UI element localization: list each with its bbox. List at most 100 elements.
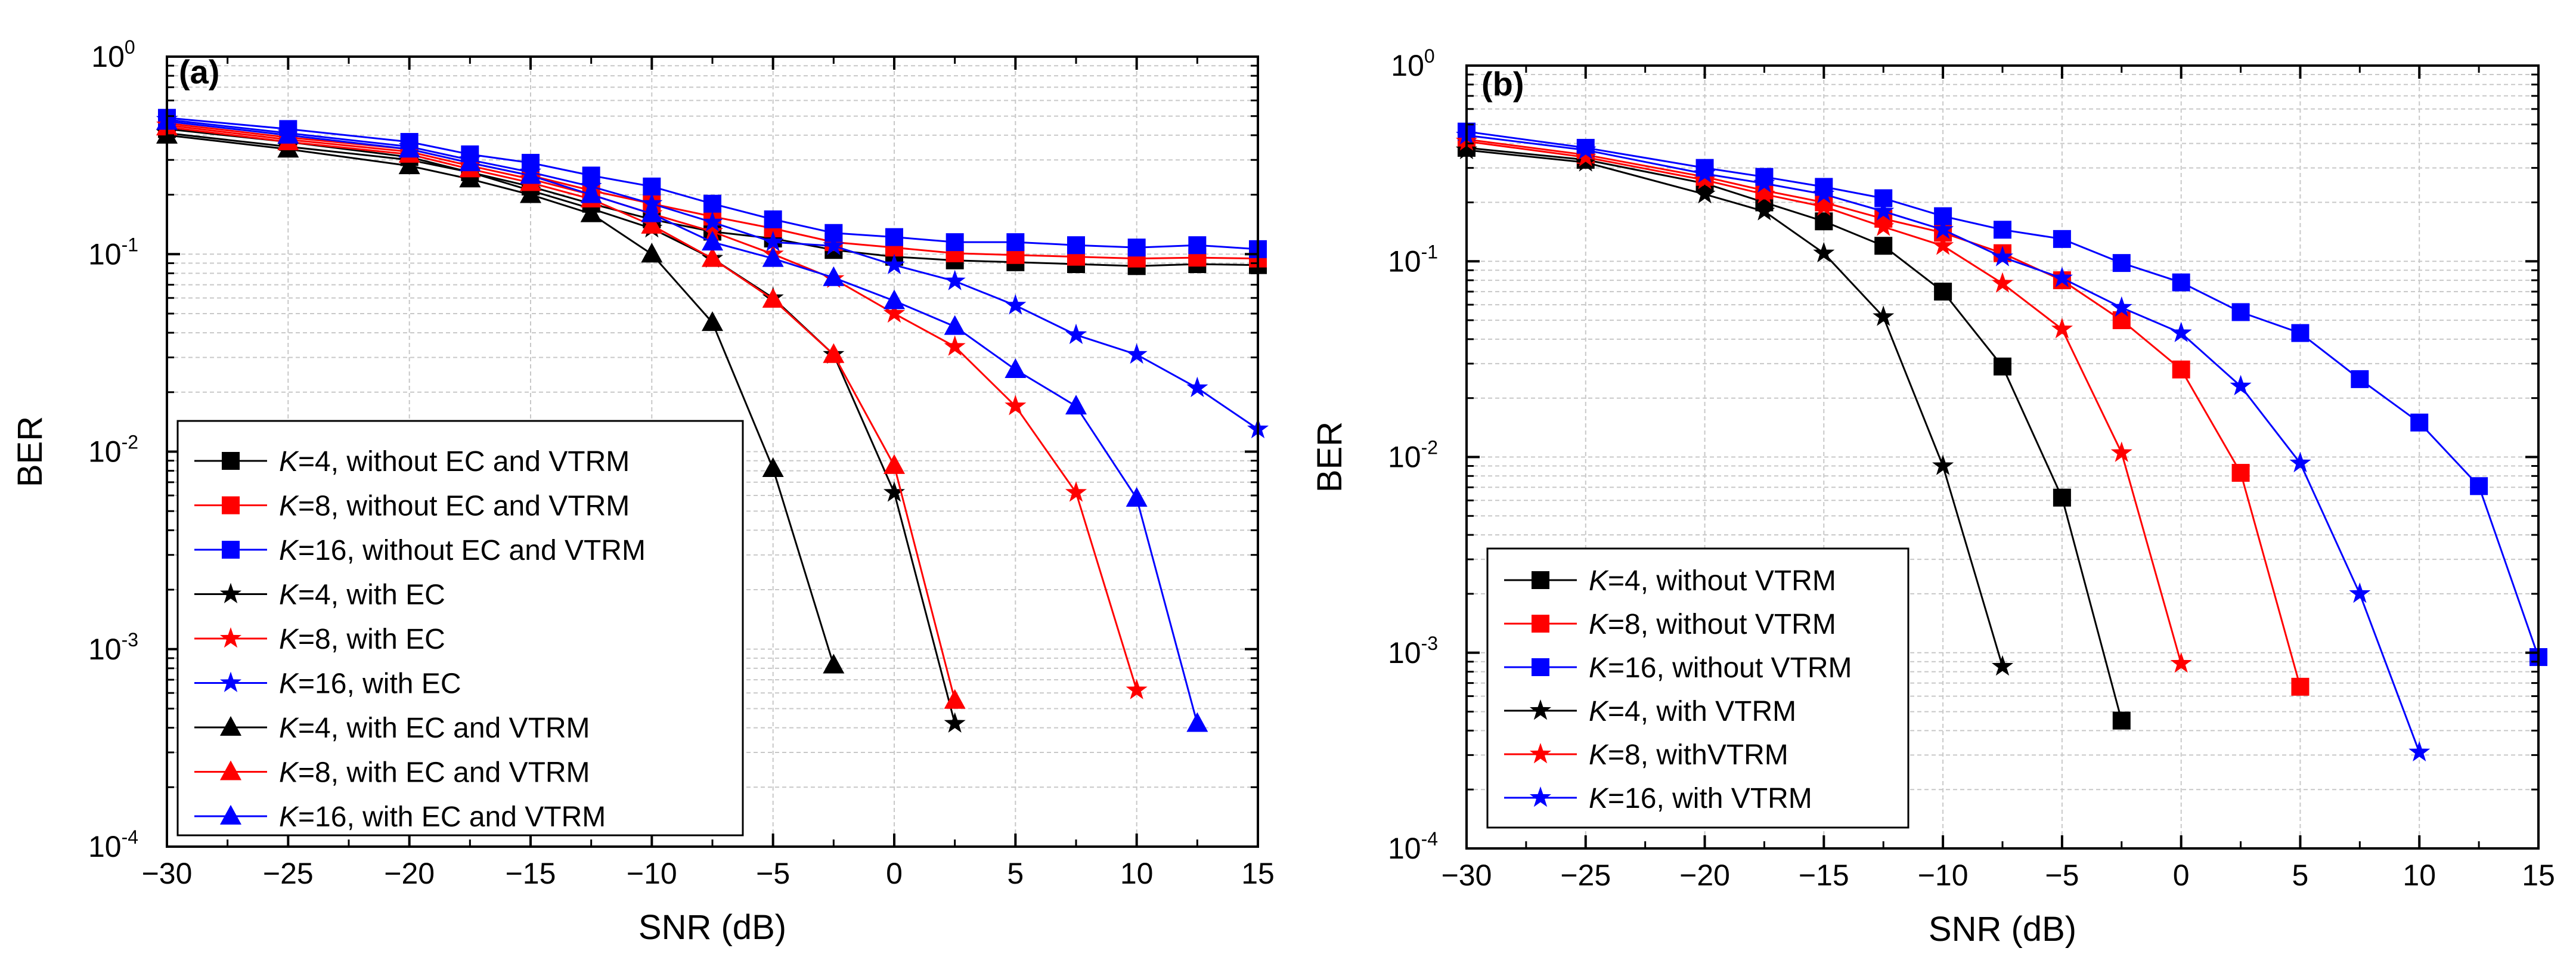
x-tick-label: −25 bbox=[263, 857, 314, 890]
data-point bbox=[1873, 305, 1895, 326]
x-tick-label: −15 bbox=[506, 857, 556, 890]
data-point bbox=[944, 689, 966, 709]
x-tick-label: −10 bbox=[627, 857, 677, 890]
legend-k: K bbox=[279, 491, 299, 522]
data-point bbox=[883, 302, 906, 323]
legend-item: K=16, with EC bbox=[194, 668, 461, 700]
legend-rest: =4, without VTRM bbox=[1608, 565, 1836, 597]
legend-k: K bbox=[1589, 652, 1609, 684]
data-point bbox=[2112, 311, 2131, 330]
legend-item: K=8, without VTRM bbox=[1504, 609, 1836, 640]
data-point bbox=[2110, 441, 2132, 462]
data-point bbox=[641, 202, 663, 222]
x-tick-label: −15 bbox=[1799, 859, 1849, 892]
data-point bbox=[2110, 296, 2132, 317]
y-axis-title: BER bbox=[1310, 422, 1349, 492]
data-point bbox=[764, 210, 782, 228]
data-point bbox=[883, 253, 906, 274]
data-point bbox=[1065, 323, 1087, 345]
legend-label: K=8, with EC and VTRM bbox=[279, 757, 590, 789]
y-tick-base: 10 bbox=[88, 237, 122, 271]
legend-item: K=16, without EC and VTRM bbox=[194, 535, 646, 566]
data-point bbox=[1065, 395, 1087, 415]
y-tick-label: 10-2 bbox=[88, 432, 138, 469]
legend-marker bbox=[1532, 615, 1549, 633]
data-point bbox=[2051, 318, 2073, 339]
legend-k: K bbox=[279, 446, 299, 478]
legend-label: K=8, without EC and VTRM bbox=[279, 491, 630, 522]
legend-k: K bbox=[279, 801, 299, 833]
legend-marker bbox=[222, 452, 240, 470]
x-tick-label: 15 bbox=[2522, 859, 2555, 892]
data-point bbox=[1186, 376, 1208, 398]
y-tick-label: 10-3 bbox=[88, 629, 138, 666]
legend-item: K=16, without VTRM bbox=[1504, 652, 1852, 684]
y-tick-label: 100 bbox=[1391, 45, 1434, 82]
y-tick-label: 10-1 bbox=[88, 234, 138, 271]
legend-rest: =16, with VTRM bbox=[1608, 783, 1812, 814]
x-tick-label: −10 bbox=[1918, 859, 1969, 892]
legend-item: K=4, without VTRM bbox=[1504, 565, 1836, 597]
legend-k: K bbox=[279, 624, 299, 655]
y-tick-label: 100 bbox=[91, 36, 135, 73]
x-tick-label: 0 bbox=[2173, 859, 2190, 892]
data-point bbox=[1932, 218, 1954, 239]
legend-label: K=8, without VTRM bbox=[1589, 609, 1836, 640]
x-tick-label: −30 bbox=[1442, 859, 1492, 892]
data-point bbox=[2289, 451, 2311, 473]
series-line bbox=[166, 132, 956, 724]
data-point bbox=[1991, 272, 2014, 293]
data-point bbox=[762, 231, 784, 252]
y-tick-exponent: -4 bbox=[122, 826, 138, 848]
data-point bbox=[2231, 303, 2250, 321]
data-point bbox=[520, 164, 541, 184]
y-tick-base: 10 bbox=[1391, 49, 1424, 82]
series-line bbox=[1466, 147, 2123, 721]
panel-label: (b) bbox=[1481, 65, 1524, 103]
data-point bbox=[2112, 254, 2131, 272]
legend-label: K=4, with EC bbox=[279, 580, 445, 611]
data-point bbox=[884, 289, 905, 309]
data-point bbox=[2351, 370, 2369, 388]
legend-label: K=8, withVTRM bbox=[1589, 739, 1788, 771]
data-point bbox=[2053, 230, 2071, 248]
data-point bbox=[1753, 182, 1775, 204]
data-point bbox=[702, 247, 723, 267]
series-group bbox=[156, 108, 1269, 733]
legend-rest: =16, without VTRM bbox=[1608, 652, 1852, 684]
y-tick-label: 10-4 bbox=[88, 826, 138, 863]
legend-rest: =8, without VTRM bbox=[1608, 609, 1836, 640]
legend-item: K=8, with EC and VTRM bbox=[194, 757, 590, 789]
data-point bbox=[946, 233, 964, 252]
x-tick-label: −25 bbox=[1560, 859, 1611, 892]
data-point bbox=[883, 481, 906, 502]
legend-marker bbox=[1532, 658, 1549, 676]
legend-rest: =4, with EC and VTRM bbox=[298, 712, 590, 744]
series-line bbox=[166, 119, 1258, 430]
data-point bbox=[823, 234, 845, 255]
data-point bbox=[580, 183, 602, 203]
data-point bbox=[2410, 413, 2429, 432]
legend-item: K=4, with VTRM bbox=[1504, 696, 1796, 727]
data-point bbox=[762, 457, 784, 478]
series-line bbox=[166, 126, 956, 701]
legend-marker bbox=[1532, 571, 1549, 589]
x-tick-label: 10 bbox=[1120, 857, 1154, 890]
y-tick-base: 10 bbox=[88, 633, 122, 666]
data-point bbox=[1006, 233, 1025, 252]
legend-k: K bbox=[1589, 565, 1609, 597]
data-point bbox=[884, 454, 905, 474]
data-point bbox=[1005, 395, 1027, 416]
data-point bbox=[459, 168, 481, 188]
legend-label: K=16, with EC bbox=[279, 668, 461, 700]
x-axis-title: SNR (dB) bbox=[1929, 910, 2076, 949]
x-tick-label: 0 bbox=[886, 857, 903, 890]
legend-rest: =8, without EC and VTRM bbox=[298, 491, 630, 522]
data-point bbox=[1188, 236, 1207, 255]
data-point bbox=[520, 183, 541, 203]
legend-k: K bbox=[279, 712, 299, 744]
data-point bbox=[702, 231, 723, 251]
